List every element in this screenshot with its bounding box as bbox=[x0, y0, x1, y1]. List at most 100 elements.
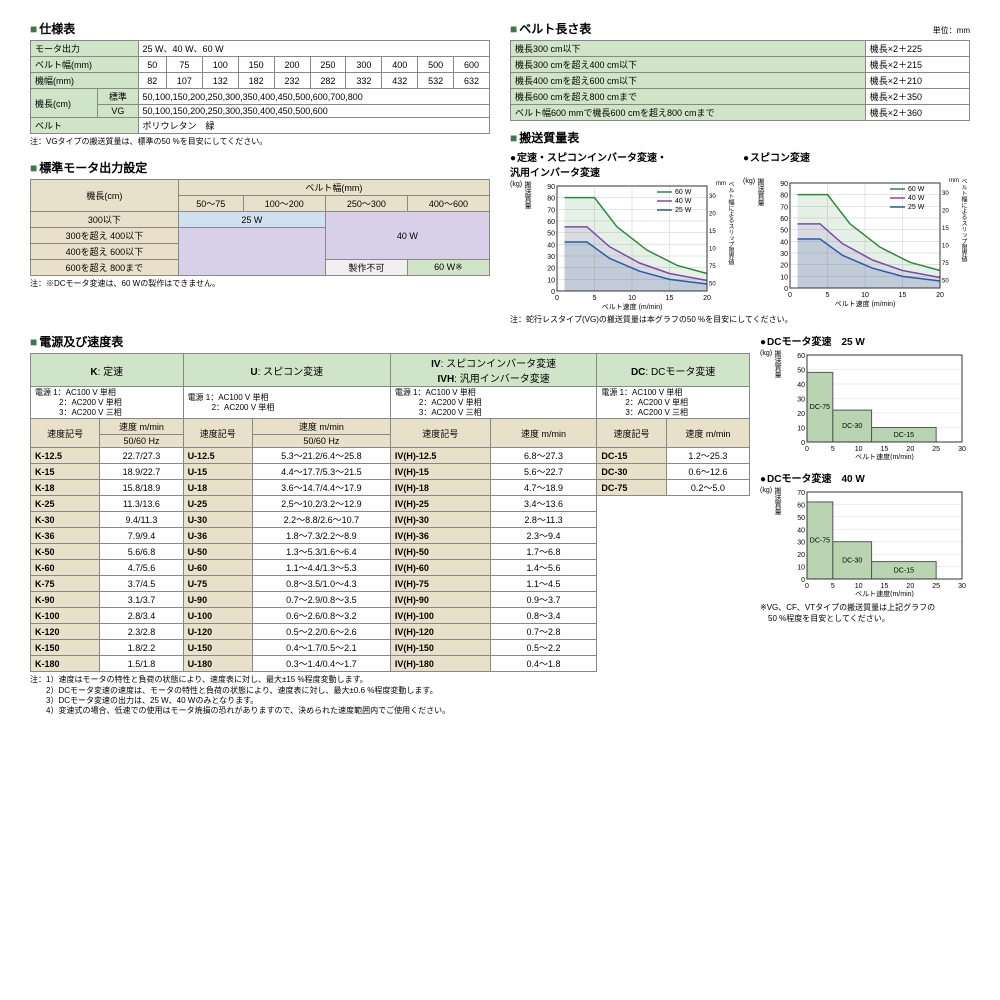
svg-text:40: 40 bbox=[797, 382, 805, 389]
svg-text:60: 60 bbox=[797, 503, 805, 510]
svg-text:DC-15: DC-15 bbox=[894, 568, 914, 575]
svg-text:30: 30 bbox=[547, 254, 555, 261]
svg-text:25 W: 25 W bbox=[675, 207, 692, 214]
svg-text:30: 30 bbox=[958, 446, 966, 453]
svg-text:300: 300 bbox=[709, 194, 716, 200]
svg-text:30: 30 bbox=[780, 251, 788, 258]
mass-title: 搬送質量表 bbox=[510, 129, 970, 146]
svg-text:10: 10 bbox=[797, 426, 805, 433]
spec-note: 注：VGタイプの搬送質量は、標準の50 %を目安にしてください。 bbox=[30, 137, 490, 147]
svg-text:150: 150 bbox=[709, 229, 716, 235]
svg-text:5: 5 bbox=[593, 295, 597, 302]
svg-text:40 W: 40 W bbox=[908, 195, 925, 202]
mass-chart2-title: スピコン変速 bbox=[743, 149, 968, 164]
mass-chart: 0102030405060708090051015205075100150200… bbox=[532, 181, 716, 311]
svg-text:150: 150 bbox=[942, 226, 949, 232]
speed-title: 電源及び速度表 bbox=[30, 333, 750, 350]
svg-text:40: 40 bbox=[797, 528, 805, 535]
svg-text:20: 20 bbox=[906, 583, 914, 590]
svg-text:70: 70 bbox=[797, 490, 805, 497]
svg-text:70: 70 bbox=[547, 207, 555, 214]
svg-text:200: 200 bbox=[942, 208, 949, 214]
svg-text:30: 30 bbox=[958, 583, 966, 590]
svg-text:25 W: 25 W bbox=[908, 204, 925, 211]
svg-text:100: 100 bbox=[709, 246, 716, 252]
beltlen-table: 機長300 cm以下機長×2＋225機長300 cmを超え400 cm以下機長×… bbox=[510, 40, 970, 121]
svg-text:40: 40 bbox=[547, 242, 555, 249]
motor-out-title: 標準モータ出力設定 bbox=[30, 159, 490, 176]
svg-text:20: 20 bbox=[780, 263, 788, 270]
svg-text:25: 25 bbox=[932, 446, 940, 453]
svg-text:10: 10 bbox=[855, 583, 863, 590]
svg-text:ベルト速度(m/min): ベルト速度(m/min) bbox=[855, 452, 914, 460]
mass-chart: 0102030405060708090051015205075100150200… bbox=[765, 178, 949, 308]
svg-text:20: 20 bbox=[547, 266, 555, 273]
svg-text:60: 60 bbox=[797, 353, 805, 360]
svg-text:75: 75 bbox=[709, 264, 716, 270]
svg-text:90: 90 bbox=[547, 184, 555, 191]
dc-chart: 0102030405060051015202530DC-75DC-30DC-15… bbox=[782, 350, 972, 460]
beltlen-title: ベルト長さ表 bbox=[510, 20, 591, 37]
svg-text:80: 80 bbox=[547, 196, 555, 203]
svg-text:0: 0 bbox=[805, 446, 809, 453]
svg-text:5: 5 bbox=[831, 446, 835, 453]
svg-text:100: 100 bbox=[942, 243, 949, 249]
speed-notes: 注：1）速度はモータの特性と負荷の状態により、速度表に対し、最大±15 %程度変… bbox=[30, 675, 750, 717]
svg-text:10: 10 bbox=[628, 295, 636, 302]
svg-text:15: 15 bbox=[899, 292, 907, 299]
svg-text:DC-15: DC-15 bbox=[894, 432, 914, 439]
svg-text:DC-30: DC-30 bbox=[842, 558, 862, 565]
svg-text:0: 0 bbox=[788, 292, 792, 299]
svg-text:ベルト速度(m/min): ベルト速度(m/min) bbox=[855, 589, 914, 597]
svg-text:20: 20 bbox=[797, 553, 805, 560]
svg-text:10: 10 bbox=[797, 565, 805, 572]
speed-table: K: 定速 U: スピコン変速 IV: スピコンインバータ変速IVH: 汎用イン… bbox=[30, 353, 750, 672]
svg-text:0: 0 bbox=[555, 295, 559, 302]
svg-text:DC-75: DC-75 bbox=[810, 538, 830, 545]
dc-note: ※VG、CF、VTタイプの搬送質量は上記グラフの 50 %程度を目安としてくださ… bbox=[760, 603, 972, 624]
svg-text:20: 20 bbox=[703, 295, 711, 302]
svg-text:50: 50 bbox=[797, 515, 805, 522]
svg-text:5: 5 bbox=[826, 292, 830, 299]
svg-text:60 W: 60 W bbox=[675, 189, 692, 196]
svg-text:60: 60 bbox=[547, 219, 555, 226]
svg-text:50: 50 bbox=[780, 228, 788, 235]
svg-text:300: 300 bbox=[942, 191, 949, 197]
svg-text:10: 10 bbox=[855, 446, 863, 453]
svg-text:15: 15 bbox=[881, 583, 889, 590]
svg-text:30: 30 bbox=[797, 540, 805, 547]
motor-out-note: 注：※DCモータ変速は、60 Wの製作はできません。 bbox=[30, 279, 490, 289]
svg-text:50: 50 bbox=[797, 368, 805, 375]
svg-text:ベルト速度 (m/min): ベルト速度 (m/min) bbox=[835, 299, 896, 308]
dc-chart2-title: DCモータ変速 40 W bbox=[760, 470, 972, 485]
dc-chart: 010203040506070051015202530DC-75DC-30DC-… bbox=[782, 487, 972, 597]
spec-table: モータ出力25 W、40 W、60 W ベルト幅(mm) 50751001502… bbox=[30, 40, 490, 134]
spec-title: 仕様表 bbox=[30, 20, 490, 37]
svg-text:50: 50 bbox=[547, 231, 555, 238]
motor-out-table: 機長(cm)ベルト幅(mm) 50～75100～200250～300400～60… bbox=[30, 179, 490, 276]
svg-text:80: 80 bbox=[780, 193, 788, 200]
svg-text:ベルト速度 (m/min): ベルト速度 (m/min) bbox=[602, 302, 663, 311]
svg-text:20: 20 bbox=[906, 446, 914, 453]
svg-text:5: 5 bbox=[831, 583, 835, 590]
mass-note: 注：蛇行レスタイプ(VG)の搬送質量は本グラフの50 %を目安にしてください。 bbox=[510, 315, 970, 325]
svg-text:40: 40 bbox=[780, 239, 788, 246]
beltlen-unit: 単位：mm bbox=[933, 25, 970, 36]
svg-text:30: 30 bbox=[797, 397, 805, 404]
dc-chart1-title: DCモータ変速 25 W bbox=[760, 333, 972, 348]
svg-text:40 W: 40 W bbox=[675, 198, 692, 205]
svg-text:60: 60 bbox=[780, 216, 788, 223]
svg-text:75: 75 bbox=[942, 261, 949, 267]
svg-text:DC-30: DC-30 bbox=[842, 423, 862, 430]
svg-text:90: 90 bbox=[780, 181, 788, 188]
mass-chart1-title: 定速・スピコンインバータ変速・ 汎用インバータ変速 bbox=[510, 149, 735, 179]
svg-text:25: 25 bbox=[932, 583, 940, 590]
svg-text:60 W: 60 W bbox=[908, 186, 925, 193]
svg-text:0: 0 bbox=[805, 583, 809, 590]
svg-text:15: 15 bbox=[881, 446, 889, 453]
svg-text:10: 10 bbox=[547, 277, 555, 284]
svg-text:200: 200 bbox=[709, 211, 716, 217]
svg-text:DC-75: DC-75 bbox=[810, 405, 830, 412]
svg-text:50: 50 bbox=[942, 278, 949, 284]
svg-text:15: 15 bbox=[666, 295, 674, 302]
